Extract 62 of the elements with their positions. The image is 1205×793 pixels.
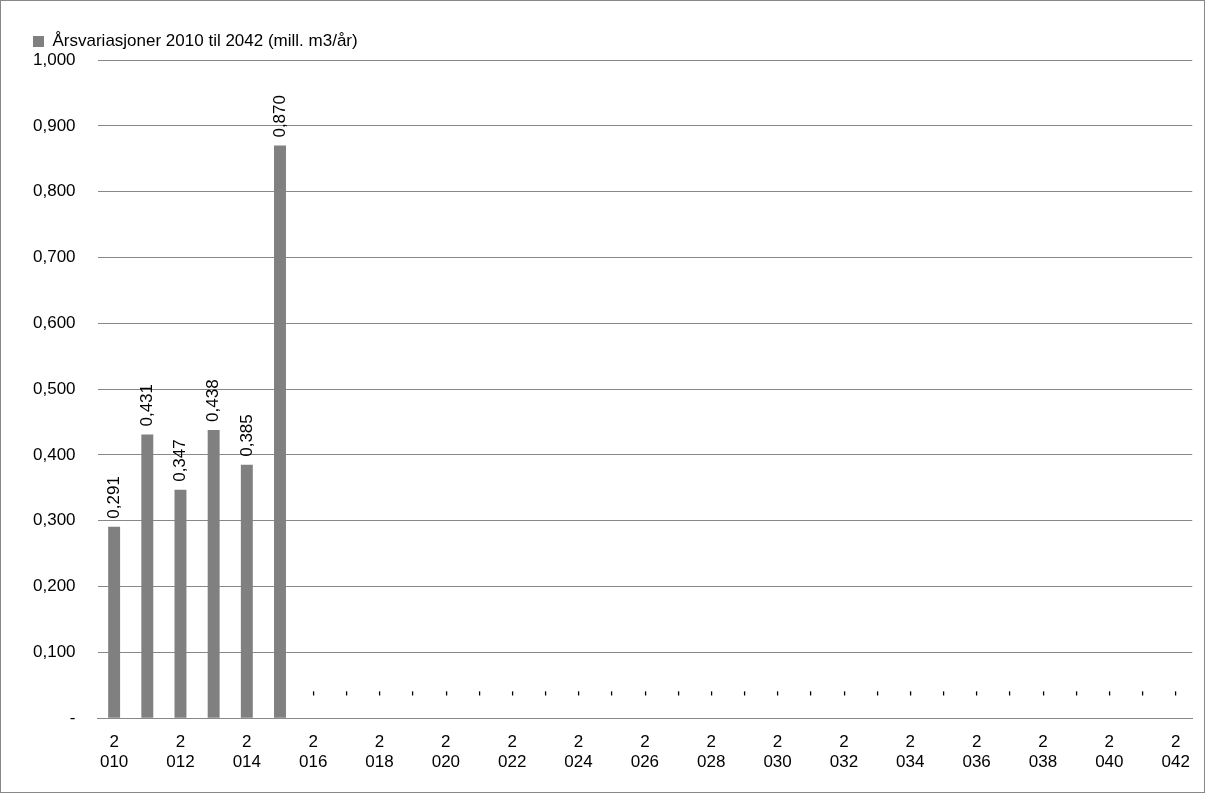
y-tick-label: 0,800 <box>32 181 76 201</box>
data-label: - <box>568 690 588 697</box>
data-label: - <box>734 690 754 697</box>
data-label: 0,438 <box>203 379 223 422</box>
data-label: 0,431 <box>136 383 156 427</box>
data-label: - <box>866 690 886 697</box>
x-tick-label: 2026 <box>630 732 660 772</box>
y-tick-label: 0,400 <box>32 444 76 464</box>
data-label: - <box>800 690 820 697</box>
y-tick-label: 1,000 <box>32 49 76 69</box>
data-label: - <box>302 690 322 697</box>
data-label: - <box>336 690 356 697</box>
data-label: - <box>535 690 555 697</box>
y-tick-label: 0,300 <box>32 510 76 530</box>
data-label: 0,347 <box>170 439 190 482</box>
x-tick-label: 2032 <box>829 732 859 772</box>
y-tick-label: - <box>69 707 76 727</box>
data-label: - <box>634 690 654 697</box>
data-label: 0,385 <box>236 414 256 457</box>
data-label: - <box>966 690 986 697</box>
data-label: - <box>402 690 422 697</box>
data-label: - <box>435 690 455 697</box>
data-label: - <box>767 690 787 697</box>
x-tick-label: 2024 <box>564 732 593 772</box>
x-tick-label: 2020 <box>431 732 461 772</box>
data-label: - <box>1065 690 1085 697</box>
data-label: - <box>999 690 1019 697</box>
x-tick-label: 2010 <box>99 732 129 772</box>
x-tick-label: 2036 <box>962 732 991 772</box>
x-tick-label: 2018 <box>365 732 394 772</box>
data-label: - <box>601 690 621 697</box>
x-tick-label: 2012 <box>166 732 195 772</box>
y-tick-label: 0,600 <box>32 312 76 332</box>
data-label: - <box>1165 690 1185 697</box>
x-tick-label: 2038 <box>1028 732 1058 772</box>
data-label: - <box>667 690 687 697</box>
data-label: - <box>1099 690 1119 697</box>
data-label: - <box>501 690 521 697</box>
x-tick-label: 2042 <box>1161 732 1190 772</box>
x-tick-label: 2040 <box>1095 732 1124 772</box>
y-tick-label: 0,100 <box>32 642 76 662</box>
data-label: - <box>468 690 488 697</box>
data-label: - <box>369 690 389 697</box>
y-tick-label: 0,500 <box>32 378 76 398</box>
data-label: - <box>1032 690 1052 697</box>
data-label: - <box>833 690 853 697</box>
data-label: 0,870 <box>269 95 289 138</box>
x-tick-label: 2016 <box>298 732 328 772</box>
x-tick-label: 2022 <box>498 732 527 772</box>
y-tick-label: 0,900 <box>32 115 76 135</box>
x-tick-label: 2030 <box>763 732 792 772</box>
y-tick-label: 0,200 <box>32 576 76 596</box>
data-label: - <box>1132 690 1152 697</box>
data-label: 0,291 <box>103 476 123 519</box>
data-label: - <box>899 690 919 697</box>
legend-label: Årsvariasjoner 2010 til 2042 (mill. m3/år) <box>52 31 358 51</box>
x-tick-label: 2014 <box>232 732 262 772</box>
x-tick-label: 2028 <box>697 732 726 772</box>
x-tick-label: 2034 <box>896 732 925 772</box>
data-label: - <box>700 690 720 697</box>
y-tick-label: 0,700 <box>32 247 76 267</box>
data-label: - <box>933 690 953 697</box>
